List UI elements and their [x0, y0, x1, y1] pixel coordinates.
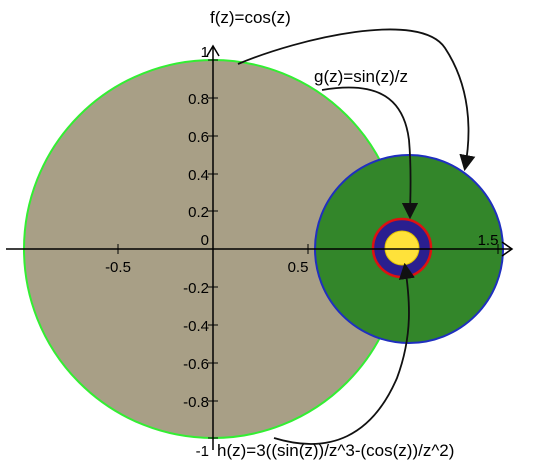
- g-function-label: g(z)=sin(z)/z: [314, 67, 408, 86]
- f-function-label: f(z)=cos(z): [210, 8, 291, 27]
- y-tick-label: 0.2: [188, 204, 209, 221]
- y-axis-arrow-icon: [206, 44, 220, 57]
- h-pointer-arrow: [273, 262, 415, 445]
- h-function-label: h(z)=3((sin(z))/z^3-(cos(z))/z^2): [217, 441, 454, 460]
- x-tick-label: 1.5: [478, 232, 499, 249]
- y-tick-label: -0.8: [183, 394, 209, 411]
- x-tick-label: -0.5: [105, 259, 131, 276]
- y-tick-label: -0.4: [183, 318, 209, 335]
- x-tick-label: 0.5: [288, 259, 309, 276]
- y-tick-label: 0.4: [188, 167, 209, 184]
- y-tick-label: 0.8: [188, 91, 209, 108]
- y-tick-label: -1: [196, 443, 209, 460]
- y-tick-label: 0.6: [188, 129, 209, 146]
- y-tick-label: 1: [201, 44, 209, 61]
- f-pointer-arrow: [237, 28, 476, 172]
- y-tick-label: -0.2: [183, 280, 209, 297]
- h-inner-disc: [384, 230, 420, 266]
- y-tick-label: 0: [201, 232, 209, 249]
- g-pointer-arrow: [321, 86, 419, 220]
- y-tick-label: -0.6: [183, 356, 209, 373]
- x-axis-arrow-icon: [501, 241, 514, 257]
